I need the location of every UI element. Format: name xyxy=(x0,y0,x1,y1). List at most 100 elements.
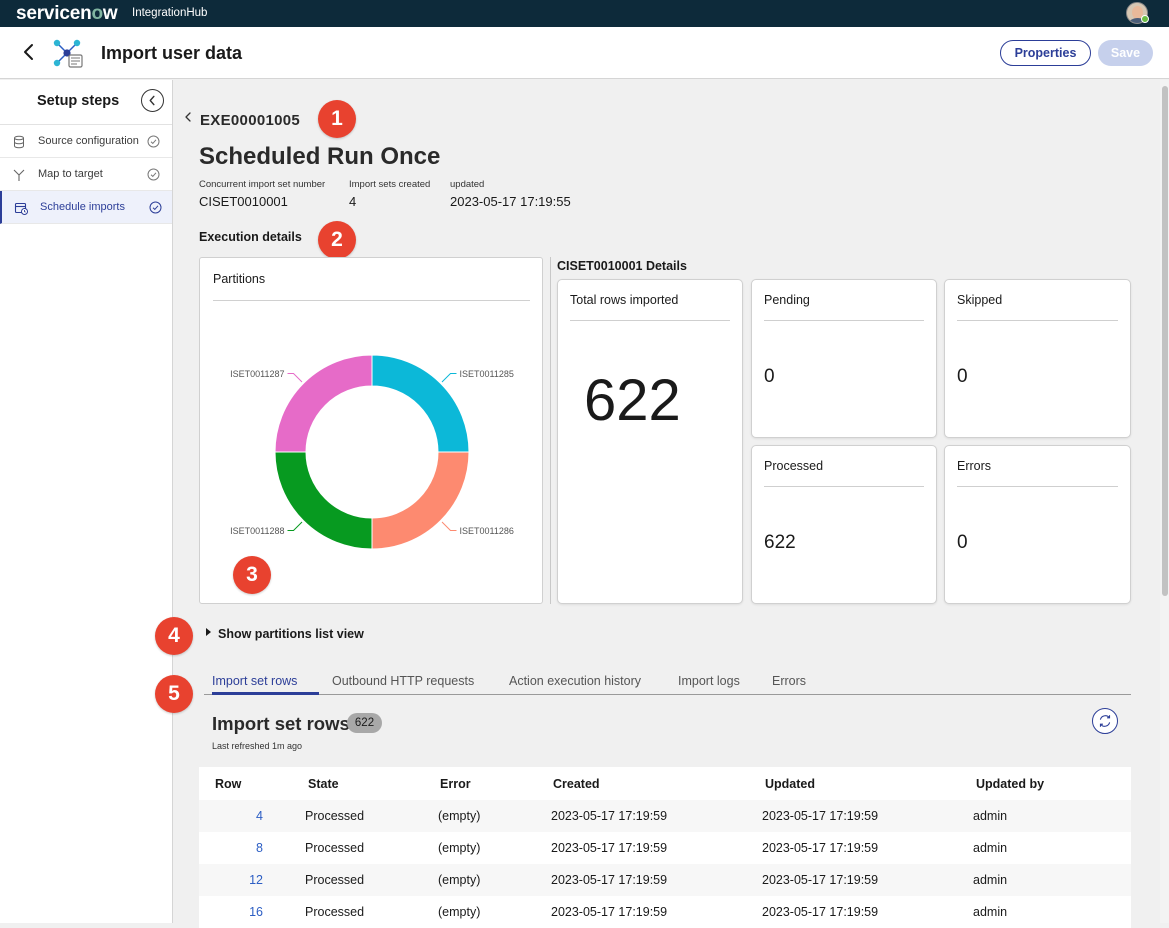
tab-import-logs[interactable]: Import logs xyxy=(678,674,740,688)
calendar-icon xyxy=(14,202,28,215)
cell-error: (empty) xyxy=(438,905,481,919)
column-header-created[interactable]: Created xyxy=(553,777,600,791)
tab-action-execution-history[interactable]: Action execution history xyxy=(509,674,642,688)
cell-state: Processed xyxy=(305,809,365,823)
donut-label: ISET0011285 xyxy=(459,369,513,379)
cell-state: Processed xyxy=(305,841,365,855)
refresh-icon[interactable] xyxy=(1092,708,1118,734)
import-set-rows-table: Row State Error Created Updated Updated … xyxy=(199,767,1131,928)
skipped-card: Skipped 0 xyxy=(944,279,1131,438)
cell-updated: 2023-05-17 17:19:59 xyxy=(762,841,879,855)
cell-created: 2023-05-17 17:19:59 xyxy=(551,809,668,823)
back-icon[interactable] xyxy=(182,111,194,123)
tab-import-set-rows[interactable]: Import set rows xyxy=(212,674,298,688)
pending-card: Pending 0 xyxy=(751,279,937,438)
donut-slice-iset0011288[interactable] xyxy=(274,451,373,550)
servicenow-logo[interactable]: servicenow xyxy=(16,3,118,24)
import-set-rows-title: Import set rows xyxy=(212,713,350,734)
callout-badge-5: 5 xyxy=(155,675,193,713)
cell-error: (empty) xyxy=(438,841,481,855)
cell-state: Processed xyxy=(305,905,365,919)
tab-outbound-http-requests[interactable]: Outbound HTTP requests xyxy=(332,674,475,688)
cell-updated: 2023-05-17 17:19:59 xyxy=(762,905,879,919)
cell-updated-by: admin xyxy=(973,809,1008,823)
column-header-error[interactable]: Error xyxy=(440,777,471,791)
brand-bar: servicenow IntegrationHub xyxy=(0,0,1169,27)
sidebar-item-map-to-target[interactable]: Map to target xyxy=(0,158,172,191)
collapse-sidebar-icon[interactable] xyxy=(141,89,164,112)
total-rows-card: Total rows imported 622 xyxy=(557,279,743,604)
row-number-link[interactable]: 4 xyxy=(256,809,263,823)
branch-icon xyxy=(13,169,25,181)
execution-details-heading: Execution details xyxy=(199,230,302,244)
meta-label-updated: updated xyxy=(450,179,485,190)
callout-badge-2: 2 xyxy=(318,221,356,259)
cell-updated: 2023-05-17 17:19:59 xyxy=(762,873,879,887)
total-rows-value: 622 xyxy=(584,368,681,433)
donut-slice-iset0011285[interactable] xyxy=(371,354,470,453)
properties-button[interactable]: Properties xyxy=(1000,40,1091,66)
donut-slice-iset0011286[interactable] xyxy=(371,451,470,550)
active-tab-indicator xyxy=(212,692,319,695)
column-header-state[interactable]: State xyxy=(308,777,339,791)
partitions-donut-chart: ISET0011285 ISET0011286 ISET0011288 ISET001… xyxy=(230,354,514,550)
table-header: Row State Error Created Updated Updated … xyxy=(199,767,1131,800)
page-header: Import user data Properties Save xyxy=(0,27,1169,79)
table-row: 8 Processed (empty) 2023-05-17 17:19:59 … xyxy=(199,832,1131,864)
cell-error: (empty) xyxy=(438,873,481,887)
processed-card: Processed 622 xyxy=(751,445,937,604)
row-number-link[interactable]: 16 xyxy=(249,905,263,919)
processed-value: 622 xyxy=(764,532,796,553)
show-partitions-label: Show partitions list view xyxy=(218,627,364,641)
cell-created: 2023-05-17 17:19:59 xyxy=(551,841,668,855)
main-content: EXE00001005 1 Scheduled Run Once Concurr… xyxy=(155,80,1160,928)
cell-updated-by: admin xyxy=(973,905,1008,919)
donut-leader-line xyxy=(441,521,457,531)
sidebar-item-source-configuration[interactable]: Source configuration xyxy=(0,125,172,158)
divider xyxy=(764,320,924,321)
details-title: CISET0010001 Details xyxy=(557,259,687,273)
column-header-row[interactable]: Row xyxy=(215,777,242,791)
integration-flow-icon xyxy=(53,39,83,68)
save-button[interactable]: Save xyxy=(1098,40,1153,66)
sidebar-item-schedule-imports[interactable]: Schedule imports xyxy=(0,191,172,224)
column-header-updated[interactable]: Updated xyxy=(765,777,815,791)
meta-label-import-sets-created: Import sets created xyxy=(349,179,431,190)
scrollbar-thumb[interactable] xyxy=(1162,86,1168,596)
row-count-badge: 622 xyxy=(347,713,382,733)
donut-slice-iset0011287[interactable] xyxy=(274,354,373,453)
sidebar-title: Setup steps xyxy=(37,93,120,109)
tab-bar: Import set rows Outbound HTTP requests A… xyxy=(204,670,1131,695)
cell-state: Processed xyxy=(305,873,365,887)
show-partitions-toggle[interactable]: Show partitions list view xyxy=(206,627,364,641)
partitions-title: Partitions xyxy=(213,272,266,286)
donut-leader-line xyxy=(287,521,303,531)
donut-leader-line xyxy=(287,373,303,383)
check-circle-icon xyxy=(149,201,162,214)
cell-created: 2023-05-17 17:19:59 xyxy=(551,905,668,919)
back-icon[interactable] xyxy=(18,41,40,63)
meta-value-concurrent-import-set: CISET0010001 xyxy=(199,194,288,209)
donut-leader-line xyxy=(441,373,457,383)
column-header-updated-by[interactable]: Updated by xyxy=(976,777,1045,791)
cell-updated: 2023-05-17 17:19:59 xyxy=(762,809,879,823)
divider xyxy=(957,320,1118,321)
scrollbar[interactable] xyxy=(1160,80,1169,923)
cell-updated-by: admin xyxy=(973,873,1008,887)
callout-badge-3: 3 xyxy=(233,556,271,594)
cell-updated-by: admin xyxy=(973,841,1008,855)
pending-value: 0 xyxy=(764,366,775,387)
total-rows-label: Total rows imported xyxy=(570,293,679,307)
tab-errors[interactable]: Errors xyxy=(772,674,807,688)
row-number-link[interactable]: 12 xyxy=(249,873,263,887)
caret-right-icon xyxy=(206,628,211,636)
setup-steps-list: Source configuration Map to target Sched… xyxy=(0,124,172,224)
callout-badge-4: 4 xyxy=(155,617,193,655)
divider xyxy=(764,486,924,487)
errors-card: Errors 0 xyxy=(944,445,1131,604)
divider xyxy=(570,320,730,321)
errors-label: Errors xyxy=(957,459,992,473)
divider xyxy=(550,257,551,604)
table-row: 16 Processed (empty) 2023-05-17 17:19:59… xyxy=(199,896,1131,928)
row-number-link[interactable]: 8 xyxy=(256,841,263,855)
